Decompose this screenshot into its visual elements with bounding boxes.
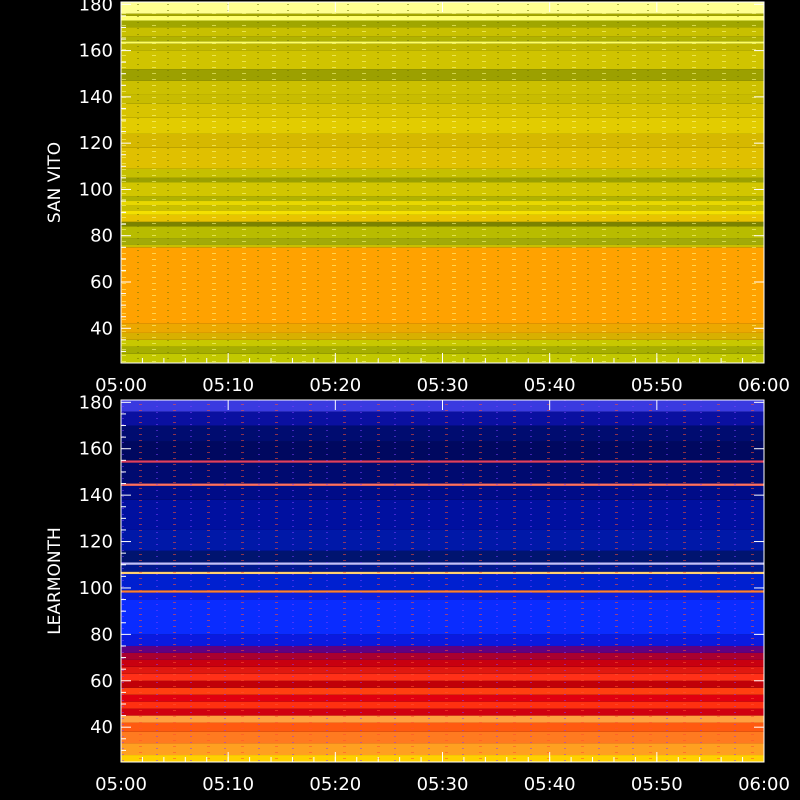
x-tick-label-learmonth-6: 06:00 — [738, 774, 790, 795]
y-tick-label-learmonth-7: 180 — [79, 392, 113, 413]
y-tick-label-learmonth-0: 40 — [90, 717, 113, 738]
y-tick-label-san-vito-5: 140 — [79, 87, 113, 108]
y-tick-label-san-vito-7: 180 — [79, 0, 113, 15]
x-tick-label-learmonth-0: 05:00 — [95, 774, 147, 795]
y-tick-label-san-vito-0: 40 — [90, 318, 113, 339]
y-axis-title-san-vito: SAN VITO — [45, 142, 65, 223]
x-tick-label-learmonth-1: 05:10 — [202, 774, 254, 795]
y-tick-label-san-vito-6: 160 — [79, 41, 113, 62]
x-tick-label-san-vito-5: 05:50 — [631, 375, 683, 396]
x-tick-label-learmonth-5: 05:50 — [631, 774, 683, 795]
spectrogram-panel-san-vito: 05:00 05:10 05:20 05:30 05:40 05:50 06:00 40 60 8… — [45, 0, 790, 396]
y-axis-title-learmonth: LEARMONTH — [45, 527, 65, 635]
x-tick-label-san-vito-1: 05:10 — [202, 375, 254, 396]
y-tick-label-san-vito-4: 120 — [79, 133, 113, 154]
y-tick-label-san-vito-3: 100 — [79, 179, 113, 200]
y-tick-label-san-vito-2: 80 — [90, 226, 113, 247]
x-tick-label-san-vito-3: 05:30 — [417, 375, 469, 396]
x-tick-label-san-vito-2: 05:20 — [309, 375, 361, 396]
y-tick-label-learmonth-4: 120 — [79, 532, 113, 553]
y-tick-label-learmonth-2: 80 — [90, 624, 113, 645]
y-tick-label-learmonth-6: 160 — [79, 439, 113, 460]
x-tick-label-learmonth-4: 05:40 — [524, 774, 576, 795]
spectrogram-panel-learmonth: 05:00 05:10 05:20 05:30 05:40 05:50 06:00 40 60 8… — [45, 392, 790, 795]
y-tick-label-learmonth-5: 140 — [79, 485, 113, 506]
x-tick-label-san-vito-6: 06:00 — [738, 375, 790, 396]
x-tick-label-learmonth-3: 05:30 — [417, 774, 469, 795]
noise-texture-san-vito — [121, 2, 764, 363]
y-tick-label-learmonth-3: 100 — [79, 578, 113, 599]
noise-texture-learmonth — [121, 400, 764, 762]
x-tick-label-san-vito-0: 05:00 — [95, 375, 147, 396]
x-tick-label-learmonth-2: 05:20 — [309, 774, 361, 795]
x-tick-label-san-vito-4: 05:40 — [524, 375, 576, 396]
y-tick-label-learmonth-1: 60 — [90, 671, 113, 692]
y-tick-label-san-vito-1: 60 — [90, 272, 113, 293]
